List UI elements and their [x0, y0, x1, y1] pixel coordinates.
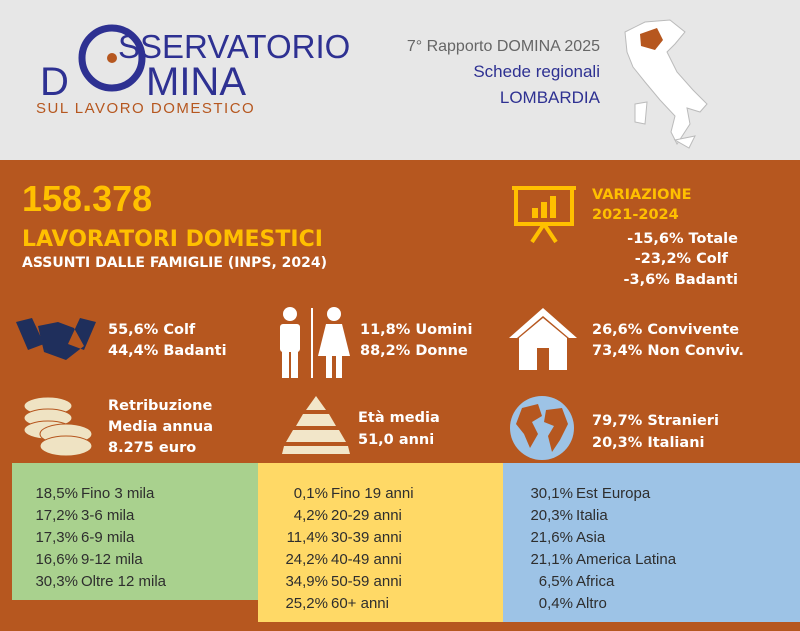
box-row: 17,3% 6-9 mila	[32, 527, 264, 549]
variation-title: VARIAZIONE	[592, 187, 692, 203]
box-row: 0,1% Fino 19 anni	[276, 483, 506, 505]
box-label: 3-6 mila	[81, 507, 135, 524]
stat-text: 20,3% Italiani	[592, 435, 705, 451]
box-value: 6,5%	[538, 573, 573, 590]
box-label: Africa	[576, 573, 615, 590]
stat-text: 44,4% Badanti	[108, 343, 227, 359]
headline-number: 158.378	[22, 178, 153, 219]
logo-top: SSERVATORIO	[118, 28, 351, 65]
stat-text: Età media	[358, 410, 440, 426]
box-label: 20-29 anni	[331, 507, 402, 524]
stat-text: Media annua	[108, 419, 213, 435]
easel-icon	[512, 186, 576, 244]
box-row: 21,1% America Latina	[521, 549, 800, 571]
variation-line: -15,6% Totale	[627, 231, 738, 247]
box-row: 11,4% 30-39 anni	[276, 527, 506, 549]
box-label: 30-39 anni	[331, 529, 402, 546]
logo-left: D	[40, 60, 69, 104]
coins-icon	[23, 396, 93, 457]
box-row: 34,9% 50-59 anni	[276, 571, 506, 593]
box-value: 11,4%	[286, 529, 328, 546]
box-row: 17,2% 3-6 mila	[32, 505, 264, 527]
box-value: 21,6%	[530, 529, 573, 546]
headline-title: LAVORATORI DOMESTICI	[22, 227, 323, 252]
age-box: 0,1% Fino 19 anni 4,2% 20-29 anni 11,4% 30-39…	[258, 463, 506, 622]
logo-circle	[78, 24, 146, 92]
box-label: 6-9 mila	[81, 529, 135, 546]
box-value: 18,5%	[35, 485, 78, 502]
box-label: Asia	[576, 529, 606, 546]
box-row: 30,1% Est Europa	[521, 483, 800, 505]
box-value: 4,2%	[293, 507, 328, 524]
box-label: Fino 19 anni	[331, 485, 414, 502]
subtitle: Schede regionali	[473, 62, 600, 81]
variation-period: 2021-2024	[592, 207, 679, 223]
region: LOMBARDIA	[499, 88, 600, 107]
logo-right: MINA	[146, 60, 246, 104]
box-label: Italia	[576, 507, 608, 524]
box-row: 20,3% Italia	[521, 505, 800, 527]
stat-text: Retribuzione	[108, 398, 213, 414]
box-row: 25,2% 60+ anni	[276, 593, 506, 615]
box-label: Est Europa	[576, 485, 651, 502]
stat-text: 73,4% Non Conviv.	[592, 343, 744, 359]
italy-map	[624, 19, 708, 149]
pyramid-icon	[282, 396, 350, 454]
origin-box: 30,1% Est Europa 20,3% Italia 21,6% Asia 21,1%…	[503, 463, 800, 622]
variation-line: -23,2% Colf	[634, 251, 728, 267]
box-row: 0,4% Altro	[521, 593, 800, 615]
box-label: 9-12 mila	[81, 551, 143, 568]
box-label: 50-59 anni	[331, 573, 402, 590]
globe-icon	[510, 396, 574, 460]
box-label: 40-49 anni	[331, 551, 402, 568]
box-value: 34,9%	[285, 573, 328, 590]
box-row: 18,5% Fino 3 mila	[32, 483, 264, 505]
stat-text: 79,7% Stranieri	[592, 413, 719, 429]
box-value: 20,3%	[530, 507, 573, 524]
stat-text: 55,6% Colf	[108, 322, 196, 338]
box-label: Fino 3 mila	[81, 485, 155, 502]
box-value: 0,4%	[538, 595, 573, 612]
box-label: Altro	[576, 595, 607, 612]
stat-text: 26,6% Convivente	[592, 322, 740, 338]
variation-line: -3,6% Badanti	[623, 272, 738, 288]
house-icon	[509, 308, 577, 370]
box-row: 16,6% 9-12 mila	[32, 549, 264, 571]
box-value: 25,2%	[285, 595, 328, 612]
box-row: 21,6% Asia	[521, 527, 800, 549]
box-row: 30,3% Oltre 12 mila	[32, 571, 264, 593]
stat-text: 8.275 euro	[108, 440, 197, 456]
stat-text: 51,0 anni	[358, 432, 435, 448]
box-row: 24,2% 40-49 anni	[276, 549, 506, 571]
stat-text: 88,2% Donne	[360, 343, 468, 359]
box-value: 21,1%	[530, 551, 573, 568]
box-value: 16,6%	[35, 551, 78, 568]
box-label: 60+ anni	[331, 595, 389, 612]
report: 7° Rapporto DOMINA 2025	[406, 38, 600, 55]
box-label: America Latina	[576, 551, 677, 568]
box-value: 17,2%	[35, 507, 78, 524]
box-row: 4,2% 20-29 anni	[276, 505, 506, 527]
box-value: 0,1%	[293, 485, 328, 502]
salary-box: 18,5% Fino 3 mila 17,2% 3-6 mila 17,3% 6-9 mi…	[12, 463, 264, 600]
box-value: 24,2%	[285, 551, 328, 568]
gender-icon	[280, 307, 350, 378]
logo-sub: SUL LAVORO DOMESTICO	[36, 100, 256, 117]
box-value: 30,3%	[35, 573, 78, 590]
box-row: 6,5% Africa	[521, 571, 800, 593]
handshake-icon	[16, 318, 96, 360]
box-value: 30,1%	[530, 485, 573, 502]
box-value: 17,3%	[35, 529, 78, 546]
box-label: Oltre 12 mila	[81, 573, 167, 590]
headline-subtitle: ASSUNTI DALLE FAMIGLIE (INPS, 2024)	[22, 255, 328, 271]
stat-text: 11,8% Uomini	[360, 322, 473, 338]
